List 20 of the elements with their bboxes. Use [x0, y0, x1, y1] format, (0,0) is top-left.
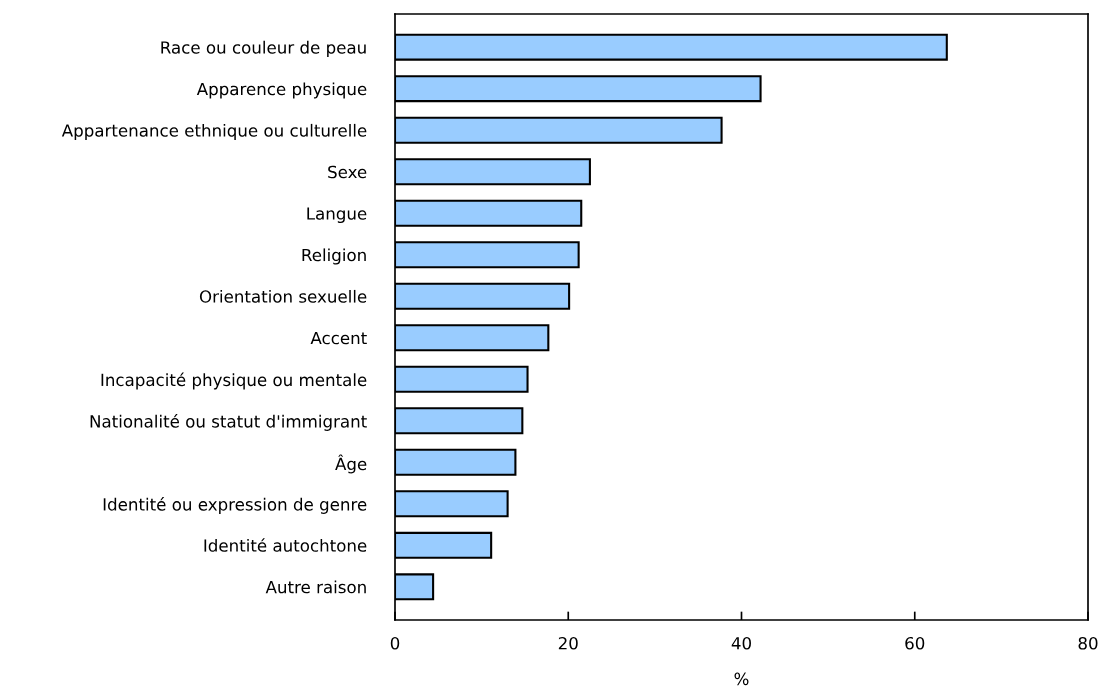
x-tick-label: 80: [1078, 636, 1098, 650]
y-tick-label: Race ou couleur de peau: [161, 40, 366, 57]
x-tick-label: 20: [558, 636, 578, 650]
y-tick-label: Appartenance ethnique ou culturelle: [61, 123, 367, 141]
y-tick-label: Identité ou expression de genre: [103, 497, 367, 514]
y-tick-label: Apparence physique: [196, 82, 367, 99]
y-tick-label: Nationalité ou statut d'immigrant: [90, 414, 367, 431]
y-tick-label: Identité autochtone: [204, 538, 367, 552]
x-axis-title: %: [734, 672, 749, 686]
y-tick-label: Orientation sexuelle: [199, 289, 367, 303]
y-tick-label: Langue: [307, 207, 367, 224]
y-tick-label: Incapacité physique ou mentale: [101, 372, 367, 390]
x-tick-label: 60: [905, 636, 925, 650]
y-tick-label: Autre raison: [265, 580, 366, 594]
y-tick-label: Âge: [335, 454, 367, 474]
y-tick-label: Accent: [310, 331, 367, 345]
x-tick-label: 40: [731, 636, 751, 650]
y-tick-label: Religion: [302, 248, 366, 265]
x-tick-label: 0: [390, 636, 400, 650]
y-tick-label: Sexe: [328, 165, 367, 179]
